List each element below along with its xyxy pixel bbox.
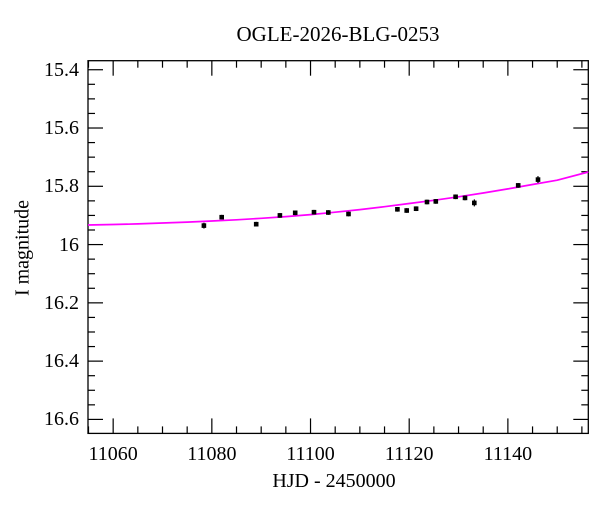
- data-point: [535, 177, 541, 182]
- y-tick-label: 16.4: [44, 350, 79, 373]
- data-point: [311, 209, 317, 215]
- x-tick-label: 11100: [286, 443, 335, 465]
- data-point: [433, 199, 439, 204]
- data-point: [395, 207, 400, 212]
- data-point: [404, 208, 409, 213]
- data-point: [515, 183, 521, 188]
- axis-frame: [87, 60, 589, 435]
- data-point: [253, 221, 259, 227]
- y-tick-label: 16.6: [44, 408, 79, 431]
- data-point: [201, 223, 207, 228]
- y-tick-label: 16.2: [44, 291, 79, 314]
- data-point: [472, 200, 477, 206]
- chart-title: OGLE-2026-BLG-0253: [236, 22, 440, 46]
- data-point: [462, 195, 468, 201]
- data-point: [277, 213, 283, 218]
- data-point: [453, 194, 458, 200]
- y-tick-label: 15.4: [44, 58, 79, 81]
- data-point: [346, 211, 351, 217]
- x-tick-label: 11140: [483, 443, 533, 465]
- x-tick-label: 11080: [187, 443, 237, 465]
- x-tick-label: 11060: [88, 443, 138, 465]
- x-tick-label: 11120: [384, 443, 434, 465]
- data-point: [424, 199, 430, 205]
- data-point: [326, 210, 331, 215]
- y-tick-label: 16: [59, 233, 79, 256]
- y-tick-label: 15.6: [44, 117, 79, 139]
- data-point: [292, 210, 298, 216]
- y-tick-label: 15.8: [44, 175, 79, 198]
- data-point: [413, 206, 419, 211]
- x-axis-label: HJD - 2450000: [272, 470, 396, 492]
- model-curve: [87, 171, 589, 226]
- data-point: [219, 214, 224, 220]
